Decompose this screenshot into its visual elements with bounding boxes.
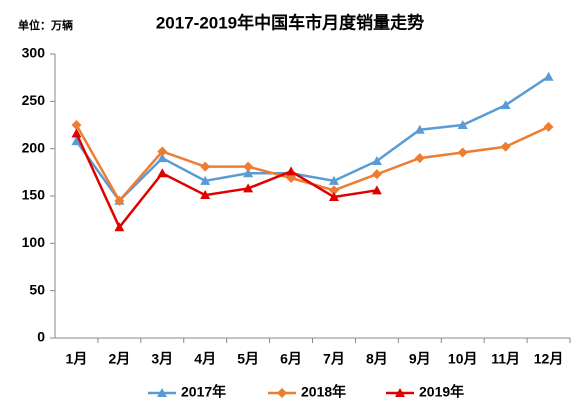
x-tick-label: 3月	[151, 351, 173, 367]
legend-label: 2017年	[181, 384, 226, 400]
legend-marker	[395, 388, 405, 397]
legend-marker	[277, 388, 287, 398]
legend-label: 2019年	[419, 384, 464, 400]
x-tick-label: 5月	[237, 351, 259, 367]
chart-title: 2017-2019年中国车市月度销量走势	[156, 12, 424, 32]
data-point	[157, 153, 168, 163]
y-tick-label: 50	[29, 281, 45, 297]
x-tick-label: 12月	[534, 351, 564, 367]
data-point	[200, 190, 211, 200]
x-tick-label: 10月	[448, 351, 478, 367]
data-point	[500, 141, 511, 152]
legend-marker	[157, 388, 167, 397]
data-point	[157, 146, 168, 157]
data-point	[243, 161, 254, 172]
data-point	[500, 100, 511, 110]
data-point	[243, 168, 254, 178]
data-point	[371, 185, 382, 195]
data-point	[114, 222, 125, 232]
series-line	[75, 124, 550, 203]
data-point	[457, 147, 468, 158]
data-point	[457, 120, 468, 129]
data-point	[414, 153, 425, 164]
y-tick-label: 100	[22, 234, 46, 250]
x-tick-label: 11月	[491, 351, 520, 367]
data-point	[71, 120, 82, 130]
data-point	[543, 71, 554, 81]
data-point	[371, 155, 382, 165]
data-point	[200, 161, 211, 172]
data-point	[71, 136, 82, 146]
y-tick-label: 0	[37, 329, 45, 345]
data-point	[200, 175, 211, 185]
series-line	[75, 132, 378, 230]
x-tick-label: 1月	[66, 351, 88, 367]
data-point	[114, 195, 125, 206]
x-tick-label: 9月	[409, 351, 431, 367]
legend-label: 2018年	[301, 384, 346, 400]
data-point	[328, 191, 339, 201]
series-line	[75, 75, 550, 203]
x-tick-label: 8月	[366, 351, 388, 367]
data-point	[414, 124, 425, 134]
data-point	[286, 166, 297, 176]
x-tick-label: 7月	[323, 351, 345, 367]
x-tick-label: 4月	[194, 351, 216, 367]
y-tick-label: 150	[22, 187, 46, 203]
data-point	[328, 185, 339, 196]
data-point	[286, 173, 297, 184]
y-tick-label: 200	[22, 139, 46, 155]
y-tick-label: 250	[22, 92, 46, 108]
data-point	[328, 175, 339, 185]
x-tick-label: 6月	[280, 351, 302, 367]
data-point	[157, 168, 168, 178]
data-point	[371, 169, 382, 180]
data-point	[243, 183, 254, 193]
data-point	[543, 121, 554, 132]
unit-label: 单位：万辆	[18, 18, 73, 32]
x-tick-label: 2月	[108, 351, 130, 367]
data-point	[71, 128, 82, 138]
y-tick-label: 300	[22, 45, 46, 61]
